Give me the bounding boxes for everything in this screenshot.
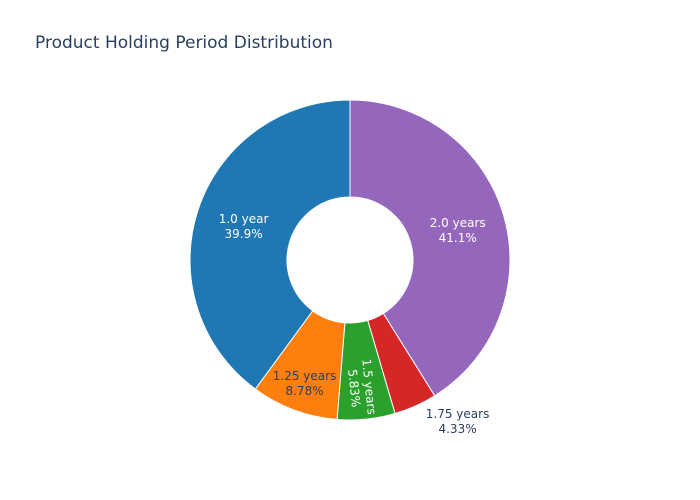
slice-category-label: 1.0 year [219,212,269,226]
chart-title: Product Holding Period Distribution [35,33,333,53]
slice-percent-label: 5.83% [345,369,363,408]
slice-category-label: 2.0 years [430,216,486,230]
slice-label: 1.25 years 8.78% [273,369,337,398]
slice-label: 2.0 years 41.1% [430,216,486,245]
slice-percent-label: 4.33% [438,422,476,436]
slice-percent-label: 8.78% [285,384,323,398]
slice-percent-label: 39.9% [225,227,263,241]
slice-percent-label: 41.1% [439,231,477,245]
slice-label: 1.75 years 4.33% [426,407,490,436]
donut-slices [189,99,511,421]
slice-category-label: 1.5 years [359,358,379,415]
slice-2-0-years[interactable] [349,99,511,397]
slice-1-0-year[interactable] [189,99,351,390]
slice-label: 1.0 year 39.9% [219,212,269,241]
donut-labels: 2.0 years 41.1% 1.75 years 4.33% 1.5 years5.… [219,212,490,436]
slice-label: 1.5 years5.83% [344,358,379,417]
slice-category-label: 1.75 years [426,407,490,421]
slice-category-label: 1.25 years [273,369,337,383]
